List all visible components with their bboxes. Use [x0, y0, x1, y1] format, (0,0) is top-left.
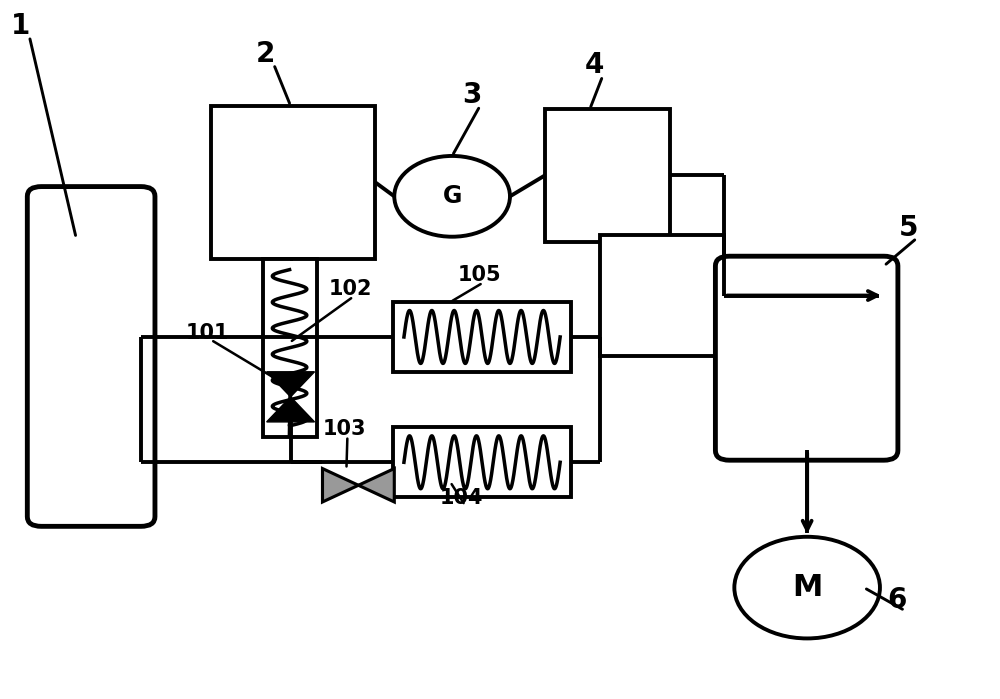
FancyBboxPatch shape — [715, 257, 898, 460]
Bar — [263, 259, 317, 437]
Text: G: G — [442, 185, 462, 208]
Circle shape — [394, 156, 510, 237]
Text: 5: 5 — [899, 214, 918, 242]
Text: 103: 103 — [322, 419, 366, 438]
Text: M: M — [792, 573, 822, 602]
Bar — [545, 109, 670, 242]
Polygon shape — [358, 468, 394, 502]
Text: 1: 1 — [11, 12, 31, 40]
Bar — [600, 235, 724, 356]
Bar — [393, 302, 571, 372]
Text: 102: 102 — [328, 280, 372, 299]
Text: 2: 2 — [256, 40, 275, 68]
Bar — [393, 428, 571, 497]
Polygon shape — [267, 397, 315, 422]
Text: 101: 101 — [186, 322, 229, 343]
Text: 4: 4 — [585, 51, 604, 80]
Text: 3: 3 — [462, 81, 481, 109]
Text: 104: 104 — [440, 488, 484, 508]
Bar — [211, 106, 375, 259]
FancyBboxPatch shape — [27, 187, 155, 526]
Text: 6: 6 — [887, 586, 906, 614]
Polygon shape — [322, 468, 358, 502]
Polygon shape — [267, 372, 315, 397]
Text: 105: 105 — [458, 266, 502, 285]
Circle shape — [734, 537, 880, 638]
